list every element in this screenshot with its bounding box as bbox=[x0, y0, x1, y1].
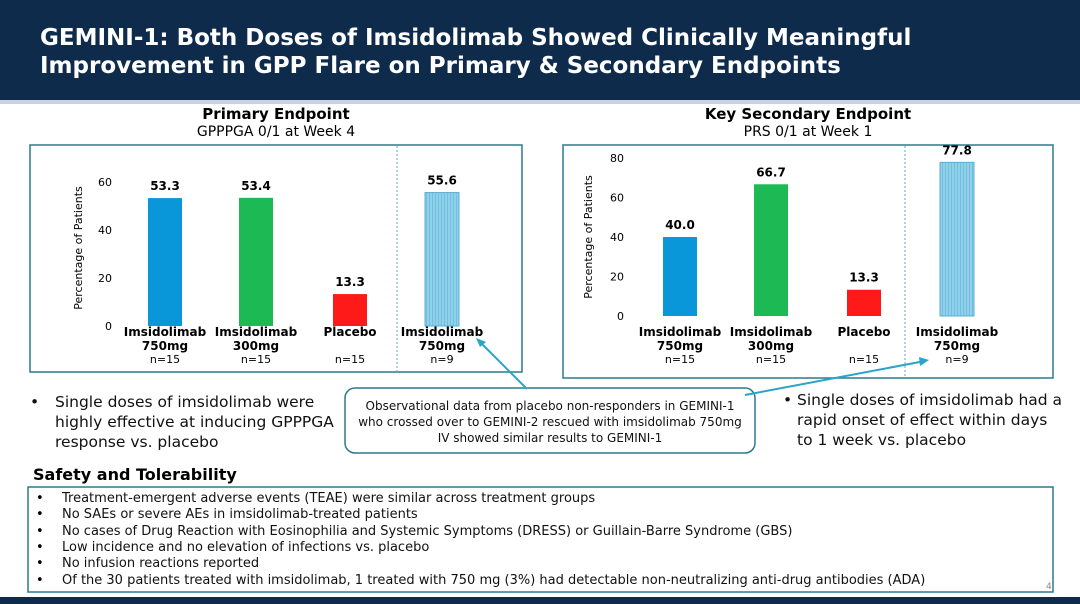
bullet-mark: • bbox=[30, 393, 40, 411]
bar bbox=[239, 197, 273, 326]
callout-box bbox=[344, 387, 756, 454]
y-tick-label: 20 bbox=[610, 271, 624, 284]
y-tick-label: 0 bbox=[105, 320, 112, 333]
chart-frame bbox=[562, 144, 1054, 379]
sample-size: n=15 bbox=[149, 353, 181, 366]
footer-band bbox=[0, 597, 1080, 604]
x-tick-label: Placebo bbox=[323, 325, 377, 339]
chart-title: Primary Endpoint bbox=[202, 105, 350, 123]
bullet-mark: • bbox=[36, 572, 44, 588]
y-tick-label: 40 bbox=[610, 231, 624, 244]
x-tick-label: Placebo bbox=[837, 325, 891, 339]
safety-item: Of the 30 patients treated with imsidoli… bbox=[62, 572, 926, 588]
value-label: 77.8 bbox=[942, 143, 972, 157]
x-tick-label: Imsidolimab 750mg bbox=[915, 325, 999, 353]
bullet-mark: • bbox=[36, 507, 44, 523]
safety-box bbox=[27, 486, 1054, 593]
chart-subtitle: GPPPGA 0/1 at Week 4 bbox=[196, 124, 356, 140]
bullet-mark: • bbox=[36, 539, 44, 555]
header-rule bbox=[0, 100, 1080, 104]
bullet-mark: • bbox=[36, 523, 44, 539]
value-label: 53.4 bbox=[241, 179, 271, 193]
bar bbox=[754, 184, 788, 316]
bar bbox=[663, 237, 697, 316]
y-axis-label: Percentage of Patients bbox=[72, 186, 85, 310]
callout-text: Observational data from placebo non-resp… bbox=[358, 399, 742, 445]
y-tick-label: 80 bbox=[610, 152, 624, 165]
bullet-mark: • bbox=[36, 491, 44, 506]
y-tick-label: 0 bbox=[617, 310, 624, 323]
sample-size: n=9 bbox=[430, 353, 454, 366]
bullet-mark: • bbox=[783, 391, 793, 409]
y-tick-label: 60 bbox=[610, 192, 624, 205]
bullet-mark: • bbox=[36, 556, 44, 572]
slide-title: GEMINI-1: Both Doses of Imsidolimab Show… bbox=[40, 25, 912, 51]
sample-size: n=15 bbox=[334, 353, 366, 366]
slide-title: Improvement in GPP Flare on Primary & Se… bbox=[40, 53, 841, 79]
arrow-head bbox=[476, 338, 486, 347]
x-tick-label: Imsidolimab 300mg bbox=[729, 325, 813, 353]
value-label: 66.7 bbox=[756, 165, 786, 179]
bullet-text: Single doses of imsidolimab had a rapid … bbox=[797, 391, 1063, 449]
value-label: 13.3 bbox=[335, 275, 365, 289]
safety-item: No cases of Drug Reaction with Eosinophi… bbox=[62, 523, 793, 539]
sample-size: n=15 bbox=[240, 353, 272, 366]
chart-frame bbox=[29, 144, 523, 373]
value-label: 40.0 bbox=[665, 218, 695, 232]
arrow-head bbox=[919, 357, 929, 366]
x-tick-label: Imsidolimab 750mg bbox=[400, 325, 484, 353]
y-tick-label: 60 bbox=[98, 176, 112, 189]
y-tick-label: 20 bbox=[98, 272, 112, 285]
chart-title: Key Secondary Endpoint bbox=[704, 105, 912, 123]
safety-item: Low incidence and no elevation of infect… bbox=[62, 539, 430, 555]
x-tick-label: Imsidolimab 750mg bbox=[638, 325, 722, 353]
bar bbox=[939, 161, 975, 317]
bar bbox=[424, 192, 460, 327]
section-title: Safety and Tolerability bbox=[33, 465, 237, 484]
bar bbox=[333, 294, 367, 326]
sample-size: n=9 bbox=[945, 353, 969, 366]
safety-item: Treatment-emergent adverse events (TEAE)… bbox=[62, 491, 596, 506]
value-label: 13.3 bbox=[849, 271, 879, 285]
bar bbox=[148, 198, 182, 326]
y-axis-label: Percentage of Patients bbox=[582, 175, 595, 299]
sample-size: n=15 bbox=[848, 353, 880, 366]
x-tick-label: Imsidolimab 750mg bbox=[123, 325, 207, 353]
bar bbox=[847, 289, 881, 316]
x-tick-label: Imsidolimab 300mg bbox=[214, 325, 298, 353]
value-label: 55.6 bbox=[427, 174, 457, 188]
chart-subtitle: PRS 0/1 at Week 1 bbox=[743, 124, 873, 140]
safety-item: No infusion reactions reported bbox=[62, 556, 260, 572]
safety-item: No SAEs or severe AEs in imsidolimab-tre… bbox=[62, 507, 418, 523]
page-number: 4 bbox=[1046, 582, 1052, 592]
callout-arrow bbox=[478, 340, 528, 390]
bullet-text: Single doses of imsidolimab were highly … bbox=[55, 393, 334, 451]
header-band bbox=[0, 0, 1080, 100]
sample-size: n=15 bbox=[755, 353, 787, 366]
callout-arrow bbox=[744, 360, 926, 396]
sample-size: n=15 bbox=[664, 353, 696, 366]
y-tick-label: 40 bbox=[98, 224, 112, 237]
value-label: 53.3 bbox=[150, 179, 180, 193]
